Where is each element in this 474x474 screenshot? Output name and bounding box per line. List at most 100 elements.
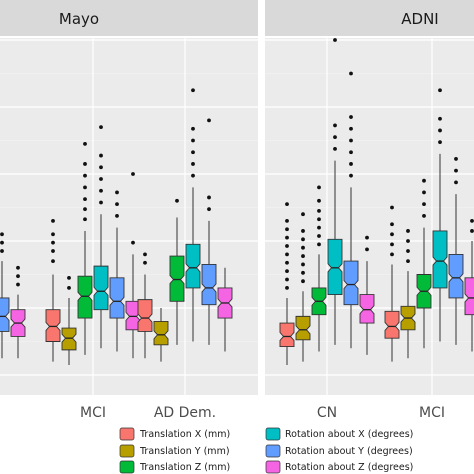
box-body [0,297,10,332]
outlier-point [16,274,20,279]
outlier-point [390,252,394,257]
outlier-point [131,172,135,176]
outlier-point [191,162,195,166]
outlier-point [99,188,103,193]
outlier-point [131,240,135,245]
outlier-point [333,123,337,128]
x-tick-label-mci: MCI [419,405,445,421]
box-cn-series-4 [343,71,359,349]
outlier-point [83,162,87,166]
outlier-point [0,232,4,237]
outlier-point [301,212,305,217]
box-body [384,310,400,339]
outlier-point [301,279,305,284]
outlier-point [470,229,474,233]
outlier-point [0,240,4,245]
legend: Translation X (mm) Translation Y (mm) Tr… [119,427,413,474]
outlier-point [317,234,321,238]
outlier-point [16,282,20,287]
x-tick-label-ad-dem-: AD Dem. [154,405,216,421]
legend-swatch-translation-y [119,444,135,458]
box-cn-series-1 [295,212,311,362]
outlier-point [349,71,353,76]
outlier-point [438,88,442,93]
box-cn-series-5 [10,265,26,359]
outlier-point [301,270,305,275]
box-body [343,260,359,306]
outlier-point [99,177,103,181]
x-tick-label-cn: CN [317,405,337,421]
outlier-point [333,135,337,140]
outlier-point [422,202,426,207]
outlier-point [83,207,87,212]
outlier-point [333,146,337,151]
outlier-point [438,116,442,121]
legend-label-rotation-x: Rotation about X (degrees) [285,429,413,440]
outlier-point [301,229,305,233]
outlier-point [390,232,394,237]
outlier-point [422,190,426,195]
legend-label-rotation-z: Rotation about Z (degrees) [285,462,413,473]
box-mci-series-1 [61,275,77,365]
panel-mayo [0,38,258,395]
box-body [153,320,169,346]
box-cn-series-0 [279,202,295,365]
outlier-point [175,198,179,203]
box-body [295,315,311,341]
outlier-point [454,157,458,161]
outlier-point [390,222,394,227]
outlier-point [285,202,289,207]
outlier-point [285,286,289,290]
outlier-point [406,229,410,233]
outlier-point [349,173,353,178]
facet-strip-adni [265,0,474,36]
legend-label-translation-y: Translation Y (mm) [139,446,230,457]
box-body [432,230,448,289]
outlier-point [83,173,87,178]
outlier-point [301,237,305,242]
box-body [359,294,375,324]
box-mci-series-1 [400,229,416,359]
x-tick-labels: MCI AD Dem. CN MCI [80,405,445,421]
outlier-point [99,125,103,129]
box-cn-series-2 [311,185,327,352]
box-ad-dem--series-3 [185,88,201,342]
box-mci-series-0 [384,205,400,362]
outlier-point [285,235,289,240]
outlier-point [470,219,474,223]
outlier-point [365,235,369,240]
outlier-point [438,128,442,133]
outlier-point [349,126,353,131]
outlier-point [51,219,55,223]
outlier-point [438,140,442,145]
outlier-point [390,205,394,210]
outlier-point [191,150,195,155]
box-body [77,275,93,319]
facet-strip-mayo [0,0,258,36]
outlier-point [51,232,55,237]
box-body [201,264,217,306]
outlier-point [317,242,321,247]
outlier-point [349,150,353,155]
outlier-point [99,165,103,170]
panel-boxes-adni [279,38,474,365]
outlier-point [285,269,289,274]
x-tick-label-mci: MCI [80,405,106,421]
outlier-point [191,138,195,143]
box-cn-series-5 [359,235,375,355]
outlier-point [301,245,305,250]
outlier-point [317,225,321,230]
outlier-point [115,213,119,218]
box-mci-series-0 [45,219,61,362]
outlier-point [83,185,87,190]
box-body [169,255,185,302]
outlier-point [67,286,71,290]
outlier-point [51,249,55,253]
outlier-point [390,242,394,247]
outlier-point [349,138,353,143]
legend-swatch-translation-z [119,460,135,474]
outlier-point [406,259,410,263]
outlier-point [333,38,337,42]
outlier-point [67,275,71,280]
box-mci-series-2 [416,178,432,349]
